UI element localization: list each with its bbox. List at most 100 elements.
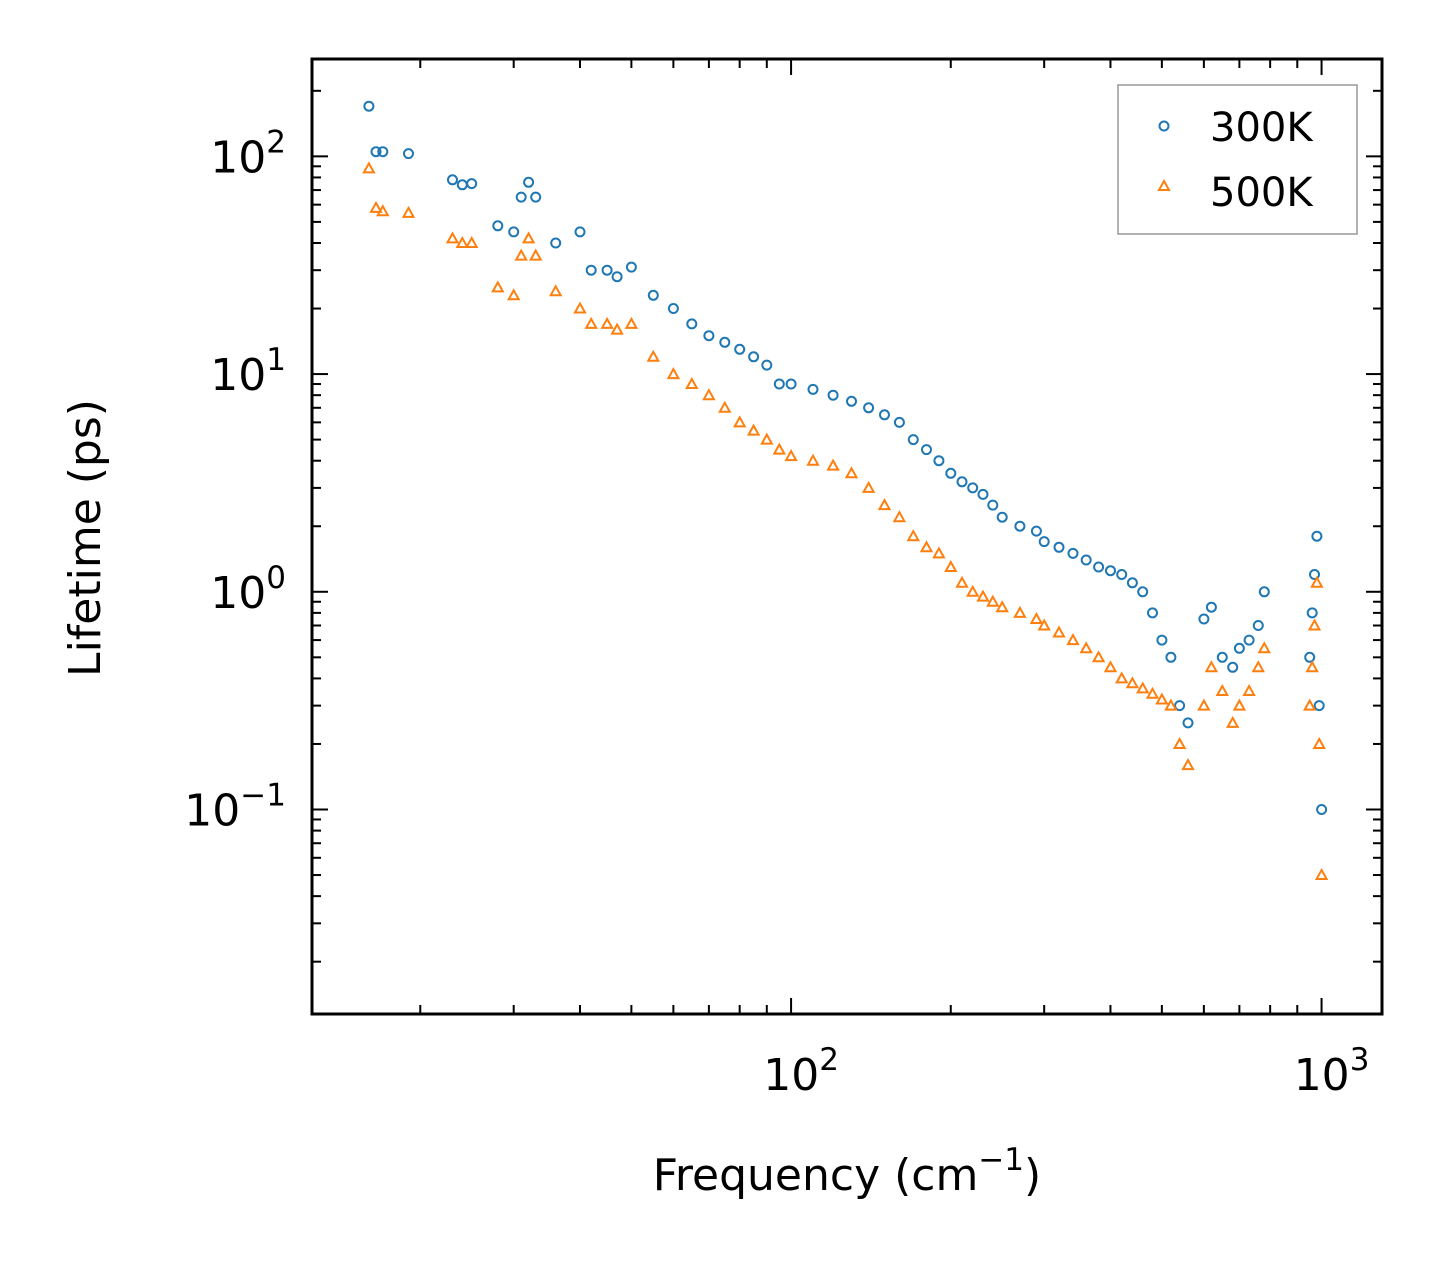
- point-300k-60: [1205, 601, 1217, 613]
- point-300k-71: [1313, 700, 1325, 712]
- point-300k-15: [601, 264, 613, 276]
- point-300k-12: [550, 237, 562, 249]
- point-500k-17: [624, 316, 639, 329]
- point-300k-45: [1038, 536, 1050, 548]
- point-300k-28: [807, 383, 819, 395]
- point-500k-29: [826, 458, 840, 471]
- point-300k-46: [1053, 541, 1065, 553]
- point-500k-57: [1172, 736, 1187, 749]
- point-300k-55: [1156, 634, 1168, 646]
- point-500k-7: [491, 280, 505, 293]
- point-500k-8: [507, 288, 521, 301]
- point-500k-67: [1303, 698, 1317, 711]
- point-300k-58: [1182, 717, 1194, 729]
- point-300k-4: [447, 174, 458, 186]
- x-tick-label-1: 103: [1294, 1042, 1370, 1101]
- point-300k-19: [667, 303, 679, 314]
- series-500k: [362, 161, 1329, 880]
- legend-marker-500k: [1157, 178, 1171, 191]
- point-300k-59: [1198, 613, 1210, 625]
- point-500k-47: [1066, 633, 1080, 646]
- point-300k-50: [1105, 565, 1116, 577]
- point-300k-14: [585, 264, 597, 276]
- point-300k-3: [403, 148, 414, 160]
- point-500k-5: [455, 235, 469, 248]
- point-500k-48: [1079, 641, 1093, 654]
- point-500k-41: [986, 594, 1000, 607]
- point-500k-54: [1145, 686, 1160, 699]
- point-500k-46: [1052, 625, 1066, 638]
- y-tick-label-1: 100: [210, 560, 286, 619]
- y-tick-label-3: 102: [210, 124, 286, 183]
- point-500k-22: [718, 400, 732, 413]
- point-500k-20: [685, 376, 699, 389]
- point-300k-62: [1227, 661, 1239, 673]
- point-500k-52: [1125, 676, 1140, 689]
- point-500k-58: [1181, 758, 1195, 771]
- point-300k-69: [1309, 569, 1320, 580]
- point-500k-39: [966, 584, 980, 597]
- series-300k: [363, 100, 1328, 815]
- point-500k-19: [666, 367, 681, 380]
- point-300k-65: [1252, 620, 1264, 631]
- point-300k-36: [933, 455, 945, 467]
- point-300k-41: [987, 499, 999, 511]
- point-500k-37: [944, 559, 958, 572]
- point-300k-64: [1243, 634, 1255, 646]
- point-300k-39: [967, 482, 979, 494]
- point-500k-68: [1305, 660, 1319, 673]
- point-500k-26: [772, 442, 786, 455]
- point-300k-38: [956, 476, 968, 488]
- point-500k-16: [610, 322, 624, 335]
- point-300k-16: [611, 271, 623, 283]
- plot-frame: [310, 57, 1384, 1016]
- point-500k-24: [746, 423, 761, 436]
- point-500k-21: [702, 388, 716, 401]
- legend-box: [1117, 84, 1358, 235]
- point-300k-34: [907, 434, 919, 446]
- point-500k-3: [401, 205, 416, 218]
- point-500k-28: [806, 453, 820, 466]
- point-500k-36: [932, 546, 946, 559]
- point-500k-9: [514, 248, 528, 261]
- point-500k-0: [362, 161, 376, 174]
- point-300k-22: [719, 336, 731, 348]
- point-300k-49: [1093, 561, 1105, 573]
- point-300k-48: [1080, 554, 1092, 566]
- point-500k-31: [861, 480, 876, 493]
- point-500k-2: [376, 204, 390, 217]
- point-500k-70: [1310, 575, 1324, 588]
- point-300k-32: [879, 409, 890, 421]
- point-300k-40: [977, 488, 989, 500]
- point-500k-65: [1251, 660, 1265, 673]
- point-500k-14: [584, 316, 598, 329]
- point-300k-21: [703, 330, 715, 342]
- point-300k-2: [377, 146, 389, 158]
- point-500k-33: [892, 510, 907, 523]
- y-axis-label: Lifetime (ps): [60, 399, 111, 677]
- point-300k-25: [761, 359, 773, 371]
- point-500k-6: [465, 235, 479, 248]
- point-300k-72: [1316, 804, 1328, 815]
- point-300k-43: [1014, 520, 1026, 532]
- point-500k-42: [995, 600, 1009, 613]
- point-300k-54: [1147, 607, 1158, 619]
- x-tick-label-0: 102: [763, 1042, 839, 1101]
- point-500k-51: [1115, 671, 1129, 684]
- point-500k-71: [1312, 736, 1326, 749]
- point-300k-10: [523, 176, 535, 188]
- point-300k-42: [996, 511, 1008, 523]
- point-500k-11: [529, 248, 543, 261]
- x-axis-label: Frequency (cm−1): [653, 1142, 1041, 1201]
- data-points: [362, 100, 1329, 880]
- point-300k-44: [1030, 525, 1042, 537]
- point-300k-56: [1165, 651, 1177, 663]
- legend-label-300k: 300K: [1210, 105, 1314, 151]
- point-300k-37: [945, 467, 957, 479]
- point-500k-34: [906, 529, 920, 542]
- point-300k-1: [370, 146, 382, 158]
- point-500k-27: [784, 449, 798, 462]
- point-500k-60: [1204, 660, 1219, 673]
- point-300k-8: [508, 226, 520, 238]
- point-500k-66: [1257, 641, 1271, 654]
